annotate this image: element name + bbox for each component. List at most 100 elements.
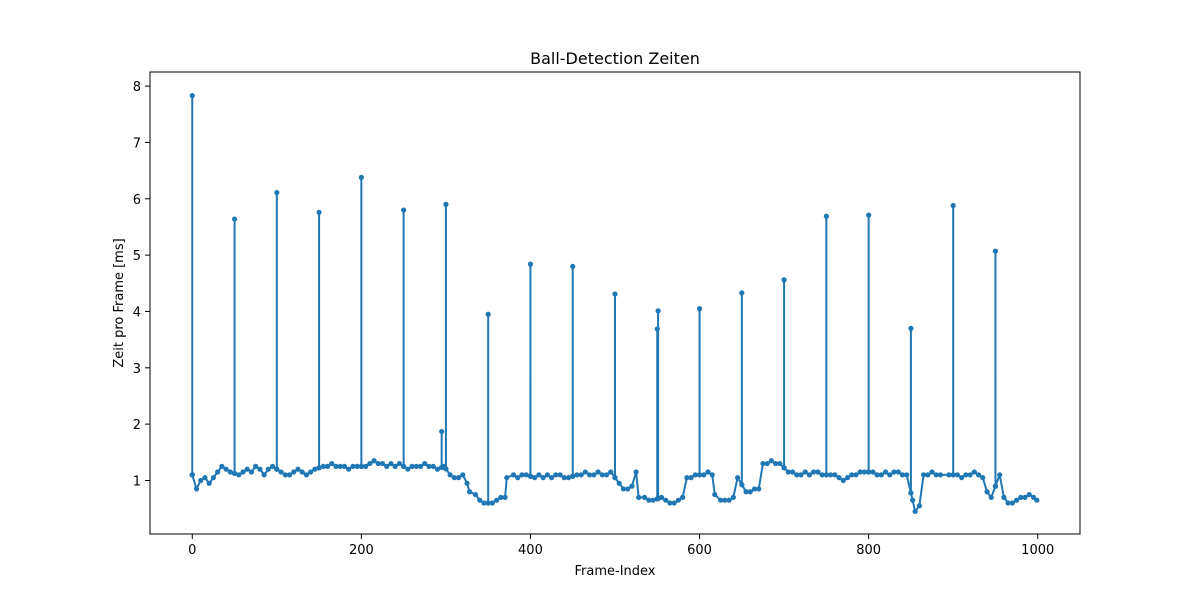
data-point [193, 486, 200, 492]
data-point [734, 475, 741, 481]
data-point [231, 216, 238, 222]
data-point [354, 463, 360, 469]
data-point [401, 463, 407, 469]
data-point [202, 475, 208, 481]
x-axis-label: Frame-Index [575, 564, 656, 579]
data-point [785, 469, 791, 475]
data-point [299, 469, 305, 475]
data-point [819, 472, 825, 478]
data-point [286, 472, 293, 478]
data-point [561, 475, 567, 481]
data-point [379, 460, 386, 467]
data-point [587, 472, 593, 478]
data-point [612, 475, 618, 481]
data-point [430, 463, 436, 469]
data-point [308, 469, 314, 475]
data-point [1018, 494, 1024, 500]
data-point [388, 460, 394, 467]
data-point [806, 472, 813, 478]
data-point [231, 470, 238, 477]
data-point [358, 174, 364, 180]
data-point [265, 466, 271, 472]
data-point [324, 463, 331, 469]
data-point [929, 469, 935, 475]
data-point [764, 460, 770, 467]
data-point [504, 475, 510, 481]
data-point [857, 469, 863, 475]
data-point [641, 494, 648, 500]
data-point [709, 472, 715, 478]
data-point [959, 475, 965, 481]
data-point [684, 475, 690, 481]
data-point [794, 472, 800, 478]
data-point [426, 463, 432, 469]
data-point [629, 483, 635, 489]
data-point [950, 202, 956, 209]
data-point [358, 463, 364, 469]
data-point [198, 477, 204, 484]
data-point [477, 497, 483, 503]
data-point [333, 463, 339, 469]
chart-title: Ball-Detection Zeiten [530, 49, 700, 68]
data-point [548, 475, 555, 481]
data-point [591, 472, 597, 478]
data-point [1009, 500, 1015, 506]
data-point [971, 469, 977, 475]
data-point [760, 460, 766, 467]
data-point [527, 473, 534, 479]
data-point [975, 472, 982, 478]
data-point [316, 209, 322, 215]
data-point [472, 491, 479, 498]
data-point [341, 463, 348, 469]
data-point [997, 472, 1003, 478]
data-point [836, 475, 842, 481]
data-point [730, 494, 736, 500]
data-point [362, 463, 369, 469]
data-point [908, 490, 914, 496]
data-point [1005, 500, 1011, 506]
data-point [920, 472, 927, 478]
data-point [409, 463, 415, 469]
data-point [375, 460, 381, 467]
data-point [274, 189, 280, 196]
data-point [316, 465, 322, 471]
data-point [625, 486, 631, 492]
data-point [891, 469, 897, 475]
data-point [870, 469, 876, 475]
data-point [481, 500, 487, 506]
data-point [768, 458, 775, 464]
data-point [553, 472, 559, 478]
data-point [984, 489, 990, 495]
data-point [739, 482, 745, 488]
data-point [603, 472, 610, 478]
data-point [443, 466, 449, 472]
data-point [291, 469, 297, 475]
data-point [874, 472, 880, 478]
data-point [447, 472, 453, 478]
data-point [655, 308, 661, 314]
data-point [773, 460, 779, 467]
data-point [350, 463, 356, 469]
data-point [861, 469, 868, 475]
data-point [422, 460, 428, 467]
data-point [701, 472, 707, 478]
data-point [887, 472, 893, 478]
y-tick-label: 8 [133, 80, 141, 95]
data-point [295, 466, 301, 472]
data-point [712, 491, 718, 498]
data-point [925, 472, 931, 478]
data-point [434, 466, 441, 472]
data-point [840, 477, 846, 484]
data-point [751, 486, 758, 492]
data-point [726, 497, 732, 503]
data-point [823, 472, 829, 478]
data-point [371, 458, 377, 464]
x-tick-label: 400 [518, 543, 543, 558]
data-point [992, 248, 999, 254]
y-tick-label: 6 [133, 193, 141, 208]
data-point [455, 475, 462, 481]
data-point [219, 463, 225, 469]
data-point [384, 463, 390, 469]
data-point [937, 472, 944, 478]
x-tick-label: 200 [349, 543, 374, 558]
